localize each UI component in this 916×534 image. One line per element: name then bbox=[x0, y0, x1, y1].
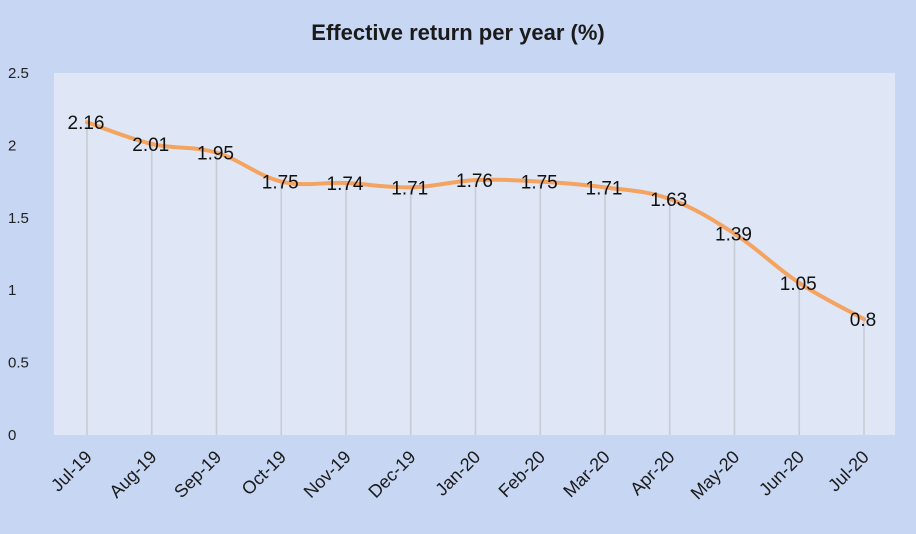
data-point-Mar-20 bbox=[603, 185, 607, 190]
plot-area bbox=[54, 73, 895, 435]
data-label: 1.71 bbox=[391, 178, 428, 199]
data-label: 2.01 bbox=[132, 135, 169, 156]
y-tick-label: 2 bbox=[8, 137, 16, 154]
data-point-Feb-20 bbox=[538, 179, 543, 184]
x-tick-label: Jan-20 bbox=[431, 447, 484, 500]
x-tick-label: Jun-20 bbox=[755, 447, 808, 500]
data-point-Aug-19 bbox=[149, 141, 154, 146]
x-tick-label: Feb-20 bbox=[495, 447, 549, 501]
y-axis: 0 0.5 1 1.5 2 2.5 bbox=[8, 65, 29, 444]
data-label: 1.75 bbox=[262, 173, 299, 194]
y-tick-label: 1.5 bbox=[8, 210, 29, 227]
data-point-Nov-19 bbox=[344, 181, 348, 186]
drop-lines bbox=[86, 122, 865, 435]
x-tick-label: Mar-20 bbox=[559, 447, 613, 501]
data-label: 1.71 bbox=[586, 178, 623, 199]
x-tick-label: Nov-19 bbox=[300, 447, 355, 502]
x-tick-label: Jul-20 bbox=[824, 447, 873, 496]
data-point-Jan-20 bbox=[473, 178, 478, 183]
y-tick-label: 0 bbox=[8, 427, 16, 444]
x-tick-label: Jul-19 bbox=[47, 447, 96, 496]
data-point-Apr-20 bbox=[667, 196, 672, 201]
data-point-Jul-19 bbox=[85, 120, 89, 125]
data-label: 1.75 bbox=[521, 173, 558, 194]
x-tick-label: Dec-19 bbox=[364, 447, 419, 502]
x-tick-label: Sep-19 bbox=[170, 447, 225, 502]
data-point-Dec-19 bbox=[408, 185, 413, 190]
data-label: 1.76 bbox=[456, 171, 493, 192]
data-label: 1.39 bbox=[715, 225, 752, 246]
x-axis: Jul-19 Aug-19 Sep-19 Oct-19 Nov-19 Dec-19 Jan-… bbox=[47, 447, 873, 504]
x-tick-label: Oct-19 bbox=[238, 447, 290, 499]
x-tick-label: May-20 bbox=[687, 447, 744, 504]
data-point-Oct-19 bbox=[279, 179, 284, 184]
data-label: 1.74 bbox=[327, 174, 364, 195]
data-label: 0.8 bbox=[850, 310, 876, 331]
data-point-Sep-19 bbox=[214, 150, 219, 155]
x-tick-label: Apr-20 bbox=[626, 447, 678, 499]
data-point-May-20 bbox=[732, 231, 737, 236]
data-label: 1.63 bbox=[650, 190, 687, 211]
x-tick-label: Aug-19 bbox=[105, 447, 160, 502]
y-tick-label: 0.5 bbox=[8, 355, 29, 372]
data-point-Jun-20 bbox=[797, 280, 802, 285]
data-label: 1.95 bbox=[197, 144, 234, 165]
chart-title: Effective return per year (%) bbox=[311, 20, 604, 45]
data-point-Jul-20 bbox=[862, 317, 866, 322]
data-label: 1.05 bbox=[780, 274, 817, 295]
series-group bbox=[85, 120, 866, 322]
data-labels: 2.16 2.01 1.95 1.75 1.74 1.71 1.76 1.75 1.71 1.63… bbox=[68, 113, 877, 331]
y-tick-label: 2.5 bbox=[8, 65, 29, 82]
y-tick-label: 1 bbox=[8, 282, 16, 299]
data-label: 2.16 bbox=[68, 113, 105, 134]
